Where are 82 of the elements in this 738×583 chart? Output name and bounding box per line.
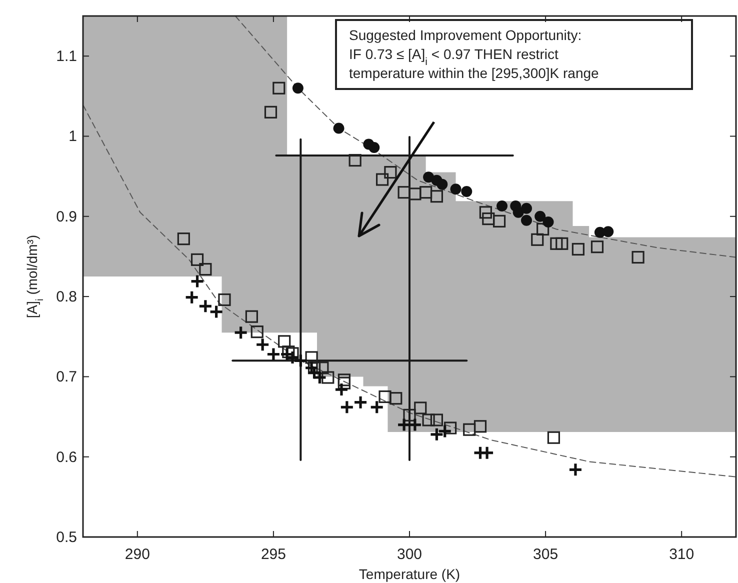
x-tick-label: 310 <box>669 546 694 563</box>
point <box>531 233 544 246</box>
point <box>209 304 224 320</box>
point <box>632 250 644 264</box>
point <box>338 374 350 386</box>
point <box>234 325 248 340</box>
point <box>547 431 560 444</box>
point <box>496 200 508 212</box>
point <box>376 173 389 186</box>
point <box>390 392 402 405</box>
y-tick-label: 0.9 <box>56 208 77 226</box>
point <box>190 253 204 266</box>
point <box>245 310 258 323</box>
point <box>316 362 329 374</box>
point <box>568 462 583 477</box>
point <box>438 424 452 438</box>
point <box>348 154 362 167</box>
point <box>463 423 476 436</box>
point <box>218 293 231 306</box>
point <box>572 242 584 256</box>
point <box>534 210 546 222</box>
point <box>272 82 286 94</box>
point <box>333 122 344 134</box>
point <box>492 214 506 228</box>
point <box>292 82 304 94</box>
point <box>266 346 281 362</box>
point <box>520 202 532 214</box>
point <box>278 335 291 348</box>
point <box>461 186 472 198</box>
x-tick-label: 295 <box>260 546 286 563</box>
y-tick-label: 0.6 <box>56 448 77 466</box>
point <box>353 395 368 410</box>
x-axis-title: Temperature (K) <box>358 566 460 582</box>
point <box>436 178 448 190</box>
point <box>422 414 435 426</box>
point <box>414 402 427 414</box>
y-tick-label: 0.5 <box>56 529 77 546</box>
point <box>198 298 213 314</box>
point <box>512 206 524 218</box>
point <box>420 186 432 199</box>
point <box>334 382 349 397</box>
point <box>370 400 384 414</box>
point <box>190 274 205 289</box>
line-series <box>234 16 736 258</box>
point <box>199 262 212 276</box>
x-tick-label: 305 <box>533 546 558 563</box>
point <box>264 106 278 118</box>
point <box>368 142 380 153</box>
point <box>378 390 392 404</box>
x-tick-label: 300 <box>396 546 422 563</box>
point <box>398 186 410 199</box>
point <box>450 184 462 195</box>
point <box>340 400 354 414</box>
line-series <box>83 104 736 478</box>
point <box>384 166 397 179</box>
y-tick-label: 1 <box>68 128 77 146</box>
point <box>536 222 550 236</box>
point <box>250 326 264 338</box>
point <box>482 212 495 226</box>
point <box>602 226 614 238</box>
point <box>480 446 494 460</box>
y-tick-label: 1.1 <box>56 48 77 66</box>
y-tick-label: 0.7 <box>56 368 77 386</box>
point <box>550 237 563 250</box>
point <box>429 427 444 442</box>
point <box>520 214 532 226</box>
point <box>184 290 200 305</box>
point <box>177 232 190 246</box>
point <box>479 206 492 219</box>
point <box>590 240 604 254</box>
point <box>322 371 334 384</box>
point <box>556 237 568 250</box>
y-tick-label: 0.8 <box>56 288 77 306</box>
point <box>542 216 554 228</box>
annotation: Suggested Improvement Opportunity: IF 0.73 ≤ [A]$_{i}$ < 0.97 THEN restrict temperature within the [295,300]K range <box>349 27 600 81</box>
point <box>430 190 444 203</box>
point <box>403 408 416 422</box>
point <box>255 337 270 352</box>
point <box>305 351 318 364</box>
point <box>474 420 487 433</box>
x-tick-label: 290 <box>124 546 150 563</box>
point <box>430 414 444 426</box>
